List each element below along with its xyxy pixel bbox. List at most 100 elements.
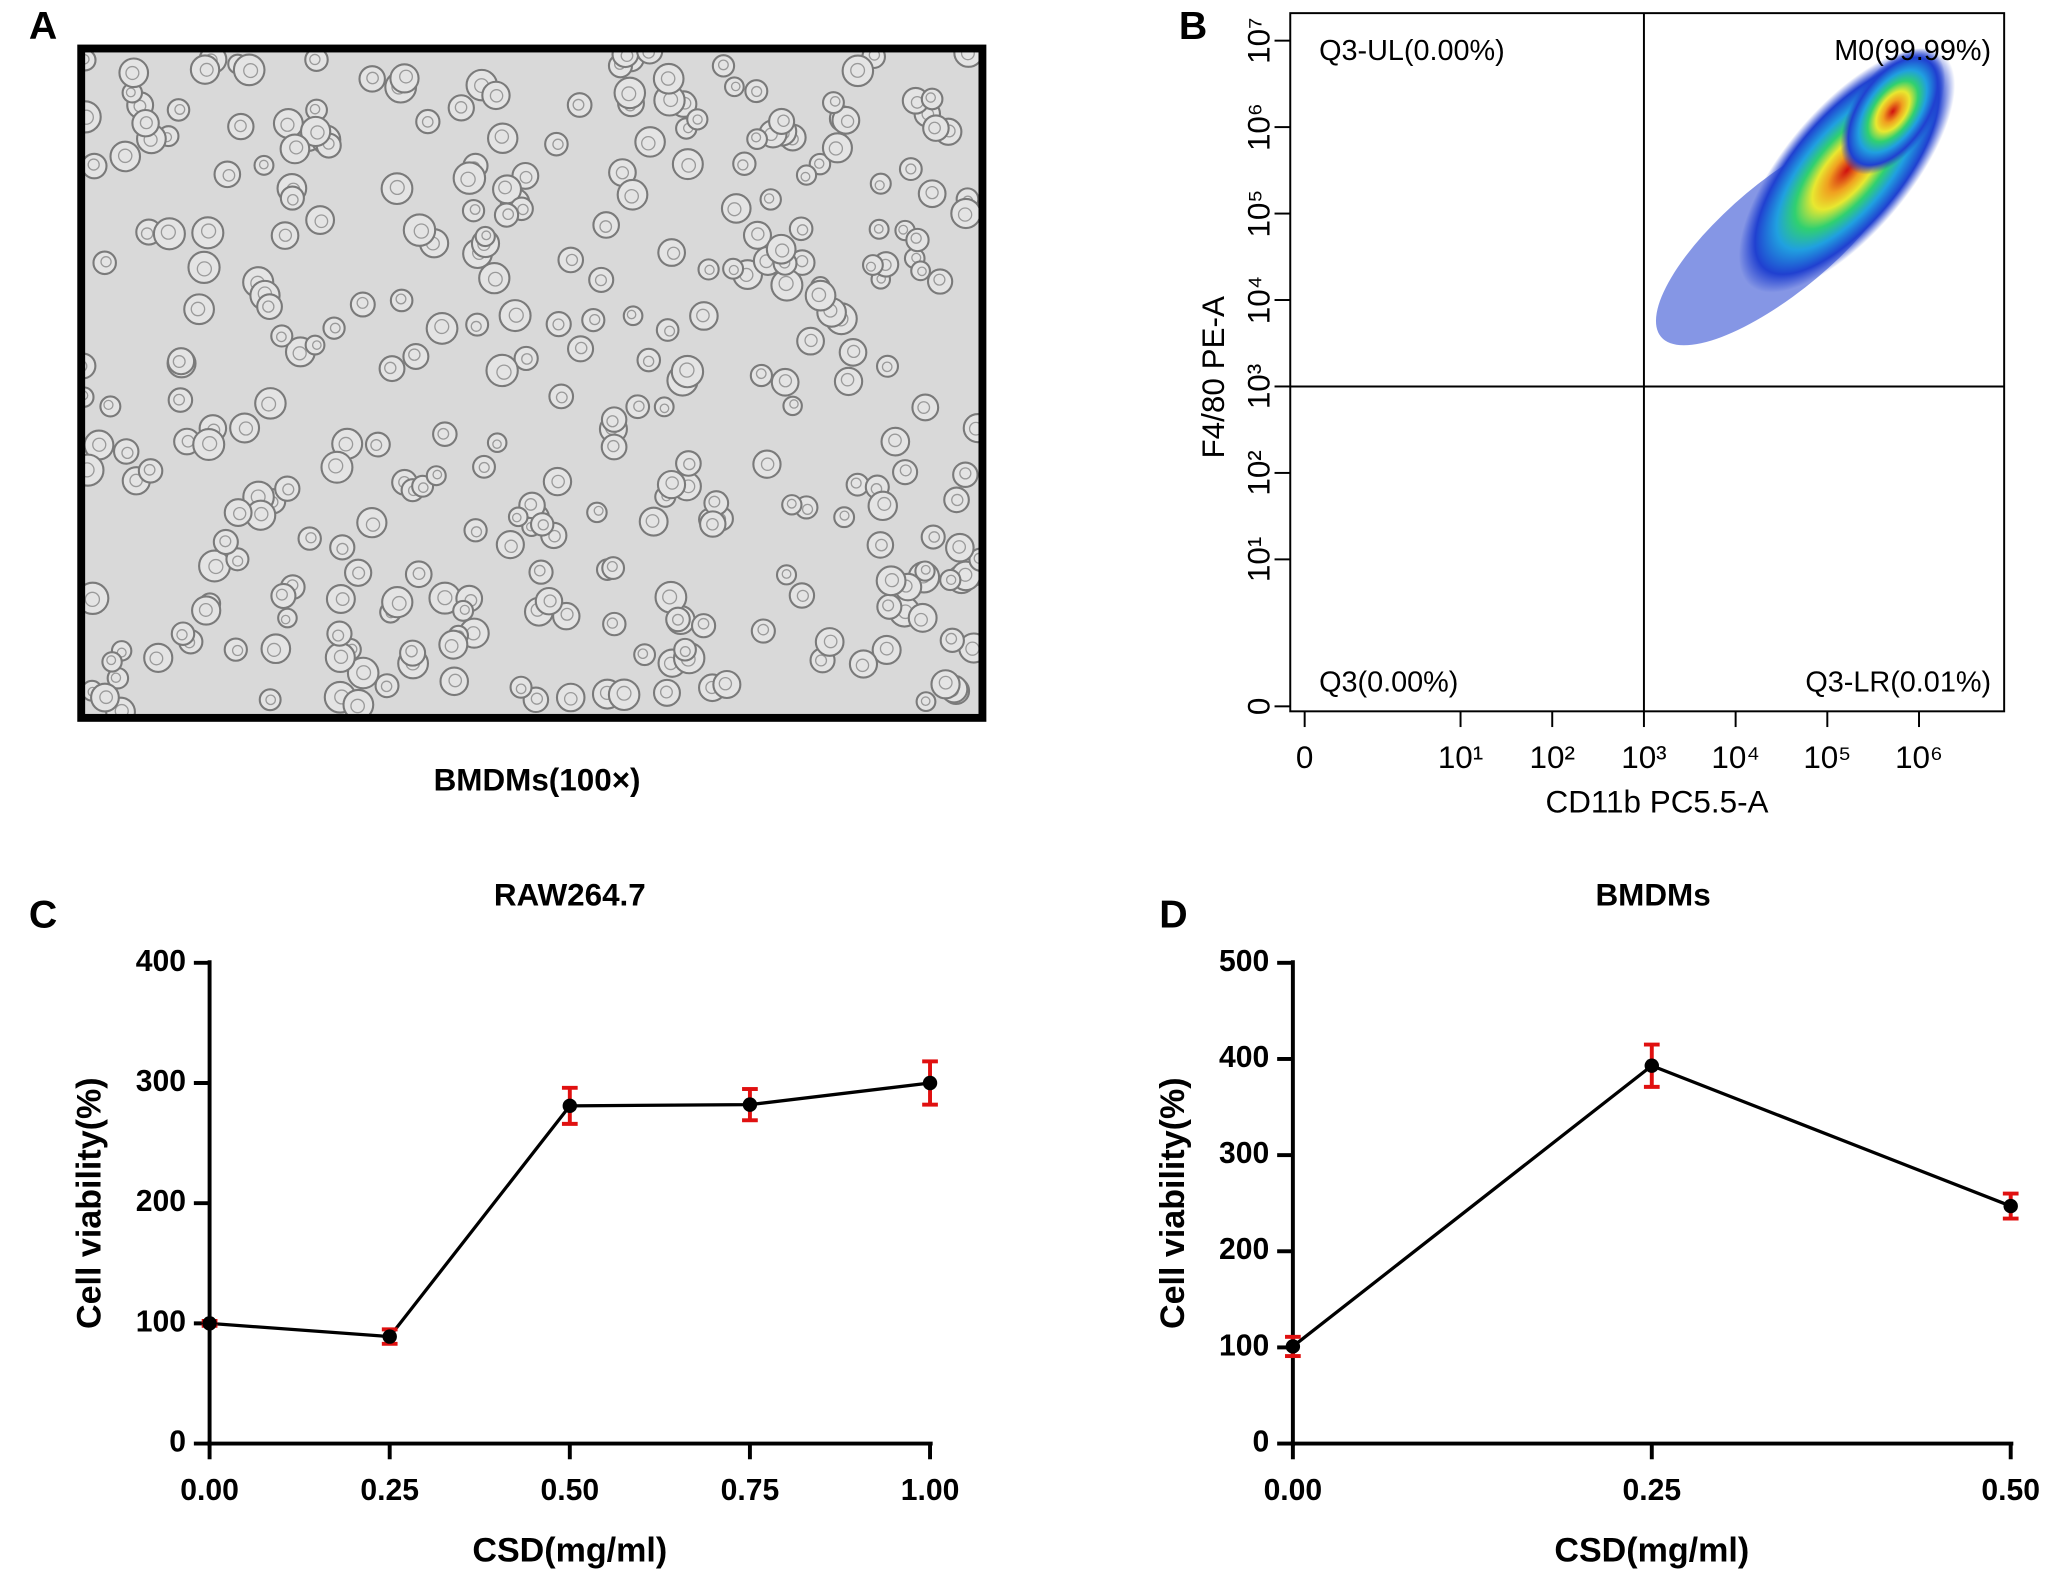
cell	[452, 599, 475, 622]
cell	[720, 193, 752, 224]
cell-nucleus	[459, 604, 470, 615]
panel-label: B	[1179, 4, 1207, 48]
y-tick-label: 400	[1219, 1041, 1269, 1074]
cell-nucleus	[289, 140, 304, 155]
cell	[166, 347, 196, 376]
cell	[638, 506, 669, 537]
cell	[555, 682, 586, 713]
density-cloud	[1655, 48, 1956, 346]
cell	[861, 254, 884, 276]
cell	[439, 666, 469, 697]
cell	[358, 65, 386, 93]
cell-nucleus	[692, 114, 703, 125]
cells	[81, 48, 983, 718]
cell-nucleus	[356, 296, 369, 309]
cell-nucleus	[219, 535, 232, 548]
cell-nucleus	[910, 232, 922, 244]
cell-nucleus	[641, 135, 656, 151]
cell	[270, 324, 294, 348]
cell-nucleus	[899, 464, 912, 477]
cell	[229, 412, 261, 444]
cell-nucleus	[365, 517, 381, 532]
cell-nucleus	[548, 529, 561, 543]
cell	[279, 185, 305, 211]
y-tick-label: 0	[1253, 1426, 1270, 1459]
data-point	[1285, 1339, 1301, 1354]
cell	[962, 413, 983, 444]
x-tick-label: 0.75	[721, 1474, 780, 1507]
cell-nucleus	[412, 567, 426, 581]
cell	[528, 559, 554, 585]
chart-title: BMDMs	[1595, 878, 1710, 913]
data-point	[562, 1098, 578, 1114]
cell-nucleus	[399, 69, 414, 84]
cell-nucleus	[533, 564, 546, 577]
cell	[686, 108, 709, 131]
cell	[192, 427, 226, 462]
cell	[625, 394, 651, 420]
cell	[765, 233, 797, 265]
cell-nucleus	[448, 673, 463, 688]
cell-nucleus	[664, 325, 676, 337]
cell-nucleus	[751, 132, 762, 143]
x-axis-label: CD11b PC5.5-A	[1546, 785, 1769, 820]
cell-nucleus	[338, 436, 354, 452]
x-tick-label: 10²	[1530, 740, 1575, 775]
cell	[602, 611, 627, 637]
cell-nucleus	[951, 493, 964, 507]
cell-nucleus	[460, 171, 476, 188]
cell-nucleus	[173, 393, 186, 406]
cell-nucleus	[877, 496, 892, 511]
panel-label: A	[29, 4, 57, 48]
cell-nucleus	[202, 436, 218, 452]
cell	[712, 669, 742, 700]
cell	[463, 518, 488, 543]
cell-nucleus	[606, 617, 619, 629]
cell-nucleus	[801, 503, 814, 515]
cell	[581, 307, 606, 333]
cell	[892, 459, 919, 486]
cell	[260, 633, 292, 665]
cell-nucleus	[599, 220, 613, 233]
cell	[795, 164, 818, 186]
cell	[364, 431, 391, 458]
x-tick-label: 10⁴	[1711, 740, 1759, 775]
cell	[325, 583, 356, 614]
cell-nucleus	[261, 396, 277, 412]
cell	[389, 288, 414, 313]
data-point	[922, 1075, 938, 1091]
cell	[945, 532, 975, 563]
cell-nucleus	[796, 224, 809, 236]
cell	[187, 250, 221, 284]
cell	[346, 656, 380, 690]
cell	[724, 76, 745, 98]
cell	[634, 126, 666, 158]
cell-nucleus	[905, 163, 917, 175]
cell-nucleus	[444, 639, 459, 653]
cell	[438, 629, 469, 660]
cell-nucleus	[920, 696, 931, 707]
cell-nucleus	[555, 391, 568, 404]
cell-nucleus	[616, 685, 632, 701]
cell-nucleus	[763, 193, 775, 204]
cell	[213, 160, 242, 189]
cell	[953, 48, 983, 68]
cell	[381, 585, 414, 619]
cell-nucleus	[421, 115, 434, 128]
data-line	[1291, 1063, 2012, 1348]
cell-nucleus	[959, 467, 972, 480]
cell-nucleus	[560, 607, 574, 621]
cell-nucleus	[275, 588, 288, 601]
cell	[722, 257, 745, 280]
cell	[452, 161, 487, 195]
cell-nucleus	[706, 517, 719, 531]
cell-nucleus	[100, 256, 112, 268]
cell-nucleus	[469, 204, 481, 215]
y-tick-label: 10²	[1242, 450, 1277, 495]
cell-nucleus	[172, 355, 186, 369]
cell	[781, 494, 803, 516]
cell-nucleus	[492, 439, 502, 449]
cell	[191, 595, 222, 626]
cell	[90, 682, 120, 713]
cell-nucleus	[642, 48, 655, 59]
